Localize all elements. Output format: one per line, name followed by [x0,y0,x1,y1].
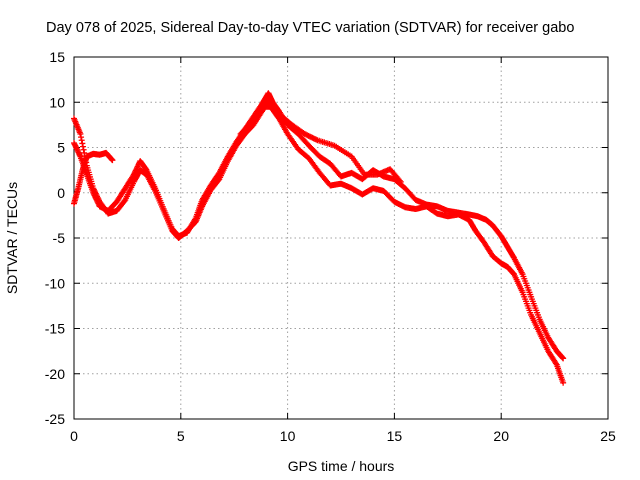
data-point [560,379,567,386]
x-axis-label: GPS time / hours [288,458,395,474]
data-point [396,177,403,184]
series-track-2 [71,90,567,362]
series-track-3 [71,149,116,207]
axes: 0 5 10 15 20 25 -25 -20 -15 -10 -5 0 5 10 15 [45,49,616,444]
chart-title: Day 078 of 2025, Sidereal Day-to-day VTE… [46,20,574,36]
x-tick-label: 20 [493,428,509,444]
series-track-4 [237,103,404,185]
y-tick-label: -25 [45,411,65,427]
y-axis-label: SDTVAR / TECUs [4,182,20,294]
data-point [397,178,404,185]
y-tick-label: 0 [57,185,65,201]
y-tick-label: -15 [45,321,65,337]
series-layer [71,90,567,386]
data-point [560,355,567,362]
x-tick-label: 25 [600,428,616,444]
x-tick-label: 0 [70,428,78,444]
x-tick-label: 5 [177,428,185,444]
y-tick-label: -20 [45,366,65,382]
y-tick-label: -10 [45,275,65,291]
y-tick-label: 15 [49,49,65,65]
y-tick-label: 5 [57,140,65,156]
y-tick-label: -5 [53,230,66,246]
x-tick-label: 15 [387,428,403,444]
data-point [109,157,116,164]
y-tick-label: 10 [49,94,65,110]
x-tick-label: 10 [280,428,296,444]
